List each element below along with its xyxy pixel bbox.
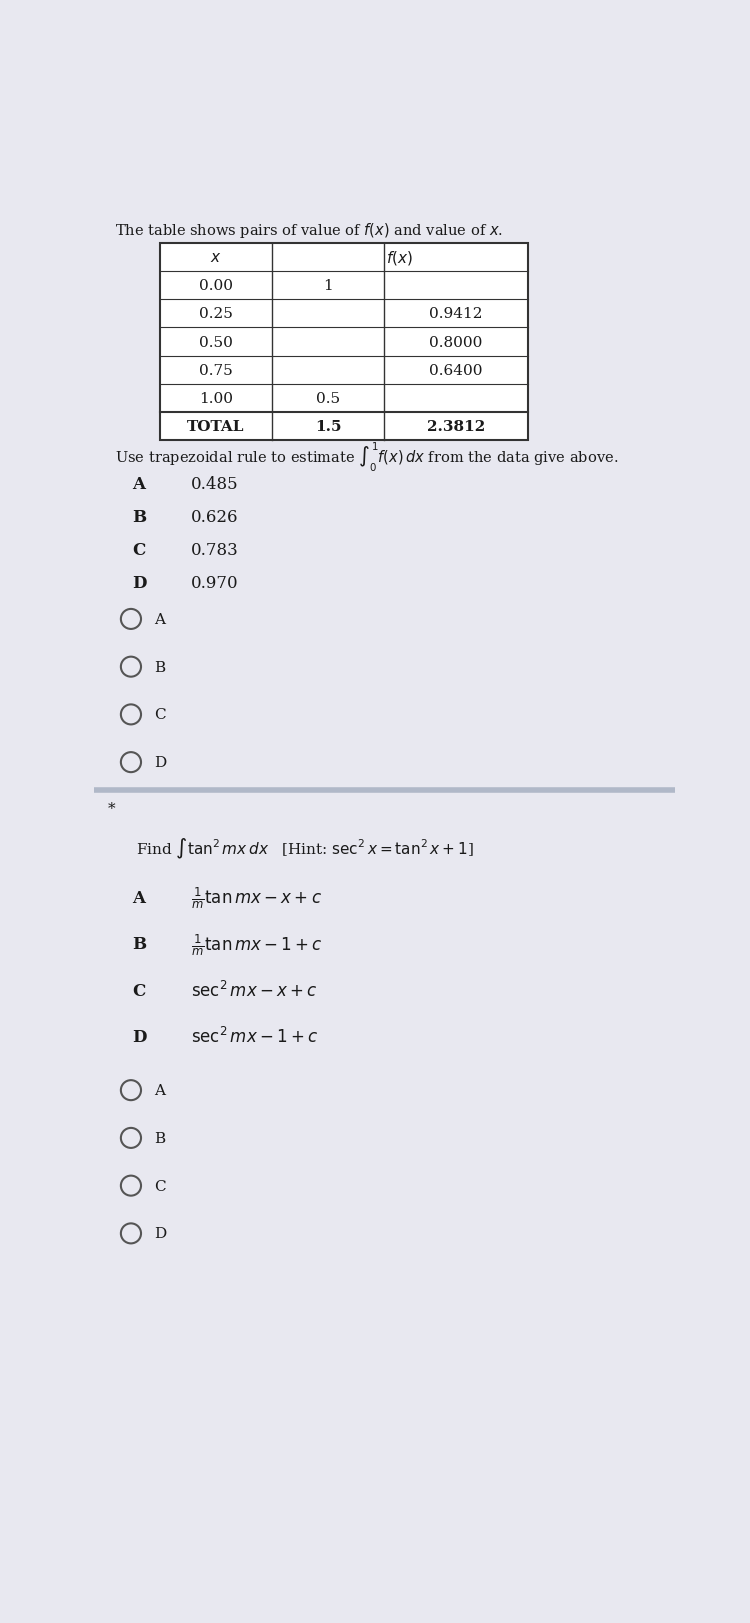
Text: D: D (154, 1227, 166, 1240)
Text: 2.3812: 2.3812 (427, 420, 485, 433)
Text: Find $\int \tan^2 mx\,dx$   [Hint: $\sec^2 x = \tan^2 x+1$]: Find $\int \tan^2 mx\,dx$ [Hint: $\sec^2… (136, 836, 474, 860)
Text: 0.9412: 0.9412 (429, 307, 483, 321)
Text: Use trapezoidal rule to estimate $\int_0^1 f(x)\,dx$ from the data give above.: Use trapezoidal rule to estimate $\int_0… (116, 440, 619, 474)
Text: D: D (154, 756, 166, 769)
Text: D: D (133, 1027, 147, 1045)
Text: A: A (154, 1084, 165, 1097)
Text: TOTAL: TOTAL (187, 420, 244, 433)
Text: C: C (133, 542, 146, 558)
Text: 0.75: 0.75 (199, 364, 232, 378)
Text: B: B (133, 508, 147, 526)
Text: B: B (154, 661, 165, 674)
Text: 0.00: 0.00 (199, 279, 232, 294)
Text: 1.5: 1.5 (315, 420, 341, 433)
Text: $x$: $x$ (210, 252, 221, 265)
Bar (160, 243, 528, 440)
Text: $f(x)$: $f(x)$ (386, 248, 413, 268)
Text: A: A (154, 612, 165, 626)
Text: C: C (154, 1178, 166, 1193)
Text: 0.485: 0.485 (190, 476, 238, 493)
Text: $\frac{1}{m}\tan mx - 1 + c$: $\frac{1}{m}\tan mx - 1 + c$ (190, 932, 322, 958)
Text: $\frac{1}{m}\tan mx - x + c$: $\frac{1}{m}\tan mx - x + c$ (190, 886, 322, 911)
Text: B: B (133, 936, 147, 953)
Text: 0.626: 0.626 (190, 508, 238, 526)
Text: The table shows pairs of value of $f(x)$ and value of $x$.: The table shows pairs of value of $f(x)$… (116, 221, 503, 240)
Text: 0.5: 0.5 (316, 391, 340, 406)
Text: 0.50: 0.50 (199, 336, 232, 349)
Text: C: C (133, 982, 146, 998)
Text: D: D (133, 575, 147, 592)
Text: 0.783: 0.783 (190, 542, 238, 558)
Text: B: B (154, 1131, 165, 1146)
Text: A: A (133, 889, 146, 907)
Text: 1.00: 1.00 (199, 391, 232, 406)
Text: C: C (154, 708, 166, 722)
Text: 0.25: 0.25 (199, 307, 232, 321)
Text: 0.970: 0.970 (190, 575, 238, 592)
Text: 0.6400: 0.6400 (429, 364, 483, 378)
Text: 1: 1 (323, 279, 333, 294)
Text: *: * (108, 802, 116, 816)
Text: $\sec^2 mx - 1 + c$: $\sec^2 mx - 1 + c$ (190, 1027, 318, 1047)
Text: A: A (133, 476, 146, 493)
Text: $\sec^2 mx - x + c$: $\sec^2 mx - x + c$ (190, 980, 317, 1000)
Text: 0.8000: 0.8000 (429, 336, 483, 349)
